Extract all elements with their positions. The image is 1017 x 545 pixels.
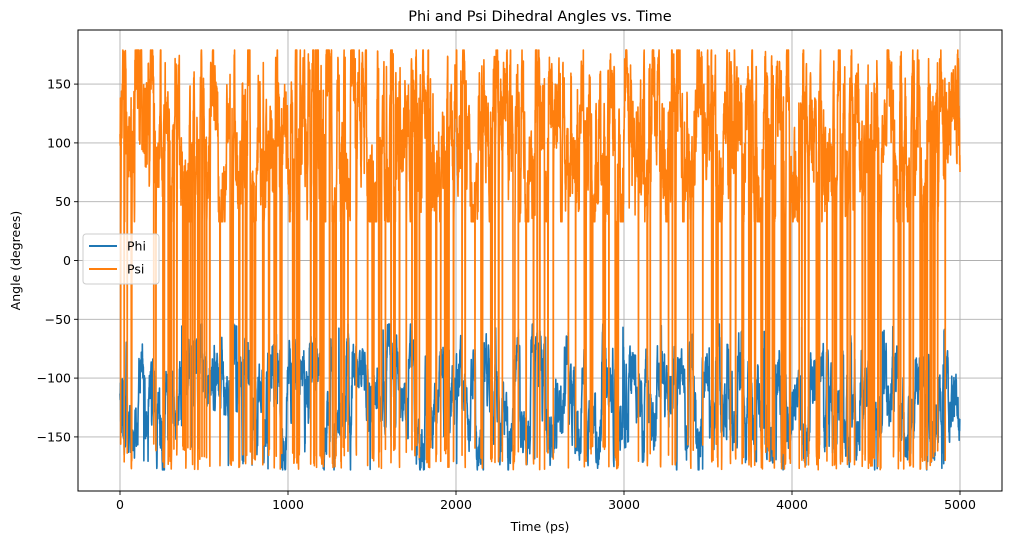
legend-label-phi: Phi — [127, 239, 146, 254]
legend-label-psi: Psi — [127, 262, 144, 277]
y-tick-label: 0 — [63, 253, 71, 268]
y-tick-label: 150 — [47, 77, 71, 92]
x-tick-label: 5000 — [944, 497, 976, 512]
legend-box — [82, 233, 160, 285]
series-line-psi — [119, 49, 961, 471]
x-tick-label: 0 — [116, 497, 124, 512]
chart-title: Phi and Psi Dihedral Angles vs. Time — [408, 9, 671, 25]
y-tick-label: 100 — [47, 135, 71, 150]
x-axis-label: Time (ps) — [510, 519, 570, 534]
x-tick-label: 4000 — [776, 497, 808, 512]
tick-layer: 0 1000 2000 3000 4000 5000 −150 −100 −50 0 50 100 15… — [37, 77, 976, 512]
y-tick-label: 50 — [55, 194, 71, 209]
series-layer — [119, 49, 961, 471]
y-tick-label: −150 — [37, 429, 71, 444]
legend: Phi Psi — [82, 233, 160, 285]
y-tick-label: −50 — [45, 312, 71, 327]
y-axis-label: Angle (degrees) — [8, 211, 23, 311]
y-tick-label: −100 — [37, 371, 71, 386]
x-tick-label: 3000 — [608, 497, 640, 512]
x-tick-label: 1000 — [272, 497, 304, 512]
x-tick-label: 2000 — [440, 497, 472, 512]
